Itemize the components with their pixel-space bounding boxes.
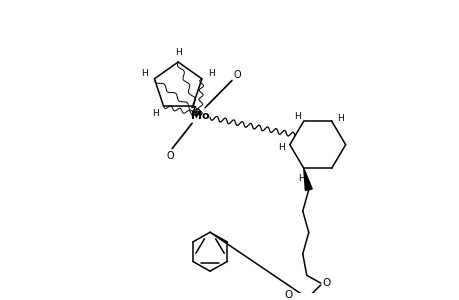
Polygon shape: [303, 168, 312, 190]
Text: O: O: [166, 152, 174, 161]
Text: H: H: [174, 48, 181, 57]
Text: H: H: [208, 69, 215, 78]
Text: O: O: [284, 290, 292, 300]
Text: H: H: [194, 111, 201, 120]
Text: H: H: [336, 114, 343, 123]
Text: Mo: Mo: [190, 110, 209, 121]
Text: H: H: [152, 109, 158, 118]
Text: H: H: [141, 69, 147, 78]
Text: O: O: [233, 70, 240, 80]
Text: O: O: [322, 278, 330, 288]
Text: H: H: [294, 112, 301, 121]
Text: H: H: [298, 173, 304, 182]
Text: H: H: [278, 143, 285, 152]
